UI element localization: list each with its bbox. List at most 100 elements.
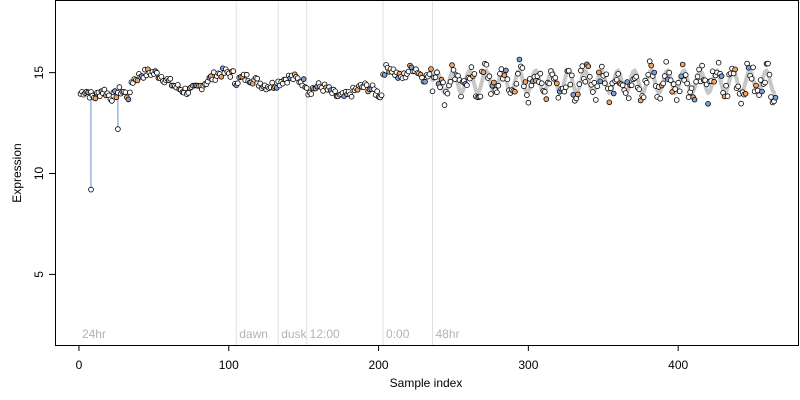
data-point <box>101 86 108 93</box>
data-point <box>592 97 599 103</box>
x-tick-label: 0 <box>76 358 83 372</box>
data-point <box>92 95 99 102</box>
data-point <box>670 81 677 87</box>
data-point <box>688 85 695 91</box>
data-point <box>444 90 451 97</box>
data-point <box>447 78 454 85</box>
data-point <box>622 90 629 96</box>
x-axis-label: Sample index <box>390 376 463 390</box>
data-point <box>381 72 388 78</box>
data-point <box>643 79 650 86</box>
data-point <box>724 93 731 99</box>
data-point <box>113 94 120 101</box>
data-point <box>440 79 446 86</box>
data-point <box>122 89 129 96</box>
data-point <box>651 69 657 76</box>
data-point <box>735 83 741 90</box>
data-point <box>699 62 705 69</box>
data-point <box>597 78 604 85</box>
data-point <box>230 68 237 74</box>
x-tick-label: 300 <box>518 358 538 372</box>
data-point <box>501 72 508 78</box>
data-point <box>768 94 774 100</box>
data-point <box>227 74 234 80</box>
data-point <box>125 96 132 103</box>
phase-label: dawn <box>239 327 268 341</box>
data-point <box>673 97 680 103</box>
y-tick-label: 5 <box>32 271 46 278</box>
data-point <box>694 73 701 80</box>
data-point <box>628 82 635 89</box>
data-point <box>491 79 497 86</box>
data-point <box>513 81 520 87</box>
data-point <box>284 79 291 86</box>
data-point <box>243 71 250 78</box>
data-point <box>450 67 457 73</box>
data-point <box>723 82 729 89</box>
data-point <box>471 71 478 77</box>
data-point <box>577 67 584 74</box>
phase-labels-layer: 24hr dawn dusk 12:00 0:00 48hr <box>82 327 460 341</box>
data-point <box>645 72 651 78</box>
data-point <box>300 76 307 82</box>
data-point <box>495 82 502 89</box>
data-point <box>759 88 765 95</box>
data-point <box>218 74 225 80</box>
data-point <box>303 85 310 91</box>
data-point <box>745 64 752 71</box>
data-point <box>595 69 602 76</box>
data-point <box>524 92 530 98</box>
data-point <box>615 71 621 77</box>
data-point <box>675 79 681 86</box>
data-point <box>109 98 115 104</box>
data-point <box>503 67 509 74</box>
data-point <box>565 67 572 74</box>
data-point <box>663 58 669 65</box>
phase-label: 0:00 <box>386 327 410 341</box>
data-point <box>116 84 123 90</box>
y-axis: 5 10 15 <box>32 66 56 278</box>
data-point <box>613 77 620 83</box>
data-point <box>574 91 581 98</box>
data-point <box>480 69 487 76</box>
data-point <box>498 66 505 72</box>
data-point <box>254 75 261 82</box>
data-point <box>711 78 717 85</box>
data-point <box>115 126 121 132</box>
data-point <box>750 64 756 71</box>
data-point <box>685 94 692 100</box>
data-point <box>543 96 550 102</box>
data-point <box>619 82 626 88</box>
data-point <box>579 63 586 69</box>
data-point <box>185 90 192 96</box>
data-point <box>585 63 592 70</box>
data-point <box>477 93 484 100</box>
data-point <box>765 60 771 67</box>
data-point <box>633 73 639 80</box>
data-point <box>494 89 500 96</box>
data-point <box>426 71 433 77</box>
phase-label: 48hr <box>435 327 459 341</box>
data-point <box>748 76 755 82</box>
data-point <box>591 79 598 86</box>
data-point <box>762 79 768 86</box>
data-point <box>555 94 562 101</box>
data-point <box>682 72 689 78</box>
data-point <box>525 99 532 106</box>
data-point <box>378 92 385 99</box>
data-point <box>363 82 370 88</box>
data-point <box>269 79 276 86</box>
data-point <box>127 89 133 96</box>
data-point <box>576 81 583 87</box>
data-point <box>718 73 725 79</box>
x-tick-label: 100 <box>219 358 239 372</box>
data-point <box>732 66 738 73</box>
data-point <box>537 70 544 77</box>
data-point <box>610 90 617 97</box>
data-point <box>437 84 443 91</box>
data-point <box>541 88 548 95</box>
data-point <box>679 61 686 68</box>
data-point <box>516 56 523 63</box>
